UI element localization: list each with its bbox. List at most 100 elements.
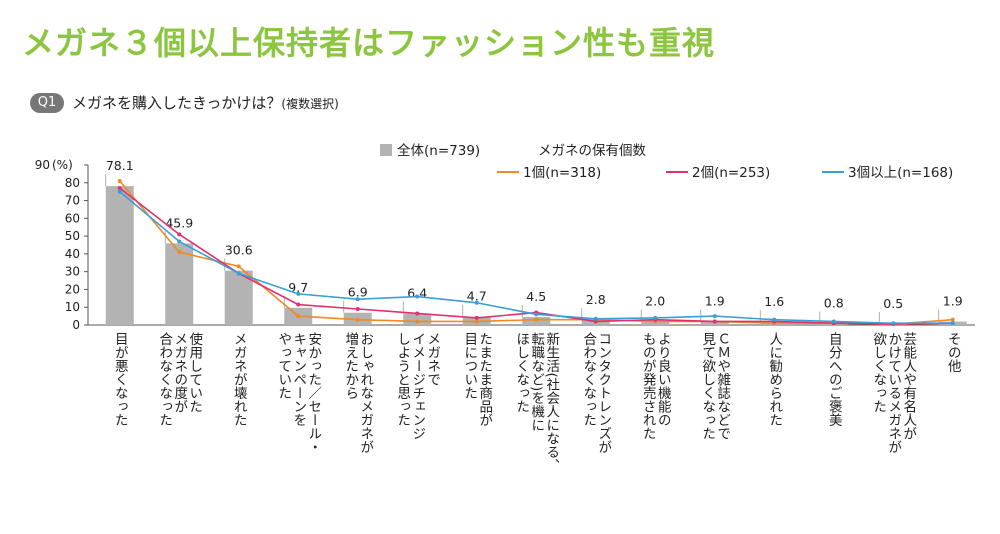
legend-swatch-bar xyxy=(380,144,392,156)
question-text: メガネを購入したきっかけは？(複数選択) xyxy=(72,92,339,113)
series-point xyxy=(950,317,955,322)
series-point xyxy=(236,264,241,269)
category-label: 自分へのご褒美 xyxy=(826,332,843,427)
series-point xyxy=(177,250,182,255)
series-point xyxy=(474,315,479,320)
category-label: 転職など)を機に xyxy=(528,332,545,432)
bar-data-label: 2.0 xyxy=(645,293,665,308)
series-point xyxy=(712,314,717,319)
bar-data-label: 4.7 xyxy=(467,289,487,304)
series-point xyxy=(355,317,360,322)
legend-group-label: メガネの保有個数 xyxy=(538,143,646,159)
bar-data-label: 78.1 xyxy=(106,158,134,173)
series-point xyxy=(117,189,122,194)
category-label: 合わなくなった xyxy=(156,332,173,427)
bar xyxy=(403,313,432,325)
series-point xyxy=(474,300,479,305)
category-label: ほしくなった xyxy=(513,332,529,413)
bar-data-label: 0.8 xyxy=(824,296,844,311)
category-label: 安かった／セール・ xyxy=(305,332,322,454)
category-label: より良い機能の xyxy=(655,332,672,427)
bar-data-label: 2.8 xyxy=(586,292,606,307)
bar xyxy=(105,186,134,325)
series-point xyxy=(534,312,539,317)
series-point xyxy=(950,321,955,326)
bar-data-label: 0.5 xyxy=(883,296,903,311)
category-label: たまたま商品が xyxy=(476,332,493,427)
category-label: その他 xyxy=(945,332,962,374)
category-label: 使用していた xyxy=(186,331,203,414)
bar-data-label: 4.5 xyxy=(526,289,546,304)
series-point xyxy=(772,317,777,322)
category-label: 目が悪くなった xyxy=(112,332,129,427)
question-main: メガネを購入したきっかけは？ xyxy=(72,94,282,112)
category-label: しようと思った xyxy=(394,332,411,427)
series-point xyxy=(653,315,658,320)
series-point xyxy=(593,316,598,321)
category-label: メガネの度が xyxy=(171,332,188,413)
bar xyxy=(224,270,253,325)
y-tick-label: 10 xyxy=(65,300,80,314)
bar-data-label: 1.9 xyxy=(705,294,725,309)
y-tick-label: 80 xyxy=(65,176,80,190)
y-tick-label: 30 xyxy=(65,265,80,279)
series-point xyxy=(177,239,182,244)
series-point xyxy=(534,317,539,322)
category-label: ＣＭや雑誌などで xyxy=(714,332,731,440)
category-label: かけているメガネが xyxy=(885,332,902,454)
bar-data-label: 45.9 xyxy=(165,215,193,230)
series-point xyxy=(415,294,420,299)
series-point xyxy=(117,186,122,191)
series-point xyxy=(712,319,717,324)
category-label: コンタクトレンズが xyxy=(595,332,612,454)
y-tick-label: 90 xyxy=(35,158,50,172)
category-label: 目についた xyxy=(461,332,477,400)
legend-label-series: 2個(n=253) xyxy=(692,165,770,181)
category-label: ものが発売された xyxy=(640,332,657,440)
category-label: メガネが壊れた xyxy=(231,332,248,427)
question-badge: Q1 xyxy=(30,93,64,113)
question-note: (複数選択) xyxy=(281,97,339,111)
y-tick-label: 40 xyxy=(65,247,80,261)
series-point xyxy=(296,291,301,296)
y-axis-unit: (%) xyxy=(52,158,73,172)
legend-label-series: 3個以上(n=168) xyxy=(848,165,953,181)
series-point xyxy=(415,311,420,316)
series-point xyxy=(296,314,301,319)
category-label: 増えたから xyxy=(342,332,359,400)
bar-data-label: 30.6 xyxy=(225,243,253,258)
bar-data-label: 1.9 xyxy=(943,294,963,309)
series-point xyxy=(296,302,301,307)
category-label: イメージチェンジ xyxy=(409,332,425,440)
y-tick-label: 0 xyxy=(72,318,80,332)
category-label: おしゃれなメガネが xyxy=(357,332,374,454)
series-point xyxy=(891,321,896,326)
legend-label-series: 1個(n=318) xyxy=(523,165,601,181)
category-label: 新生活(社会人になる、 xyxy=(543,332,560,472)
bar-data-label: 9.7 xyxy=(288,280,308,295)
category-label: キャンペーンを xyxy=(290,332,307,427)
category-label: メガネで xyxy=(424,332,440,386)
y-tick-label: 70 xyxy=(65,194,80,208)
category-label: やっていた xyxy=(275,332,292,400)
bar xyxy=(165,243,194,325)
series-point xyxy=(415,319,420,324)
series-point xyxy=(177,232,182,237)
series-point xyxy=(355,306,360,311)
series-point xyxy=(117,178,122,183)
bar-data-label: 6.9 xyxy=(348,285,368,300)
bar-data-label: 1.6 xyxy=(764,294,784,309)
series-point xyxy=(474,319,479,324)
series-point xyxy=(355,297,360,302)
series-point xyxy=(831,319,836,324)
y-tick-label: 60 xyxy=(65,211,80,225)
y-tick-label: 50 xyxy=(65,229,80,243)
chart-title: メガネ３個以上保持者はファッション性も重視 xyxy=(22,24,716,62)
y-tick-label: 20 xyxy=(65,282,80,296)
category-label: 見て欲しくなった xyxy=(699,332,716,440)
category-label: 芸能人や有名人が xyxy=(900,332,917,441)
legend-label-all: 全体(n=739) xyxy=(397,142,480,159)
category-label: 人に勧められた xyxy=(766,332,783,427)
category-label: 欲しくなった xyxy=(870,332,887,414)
